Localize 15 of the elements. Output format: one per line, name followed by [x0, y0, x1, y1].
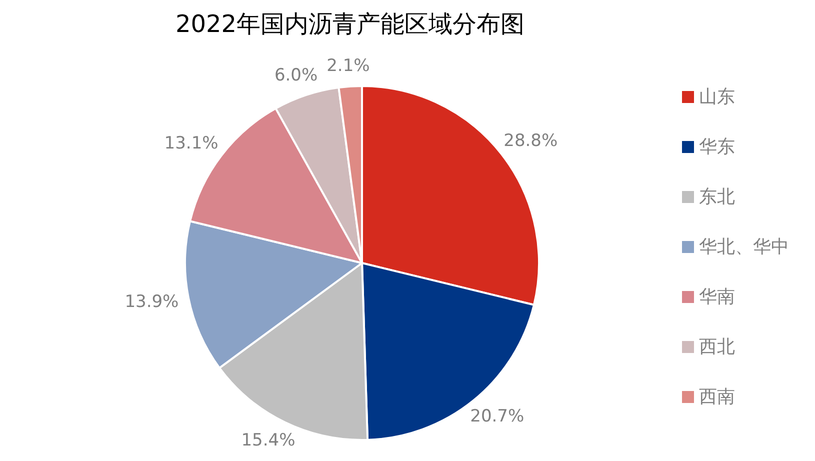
- data-label: 13.9%: [124, 292, 179, 312]
- data-label: 6.0%: [274, 66, 318, 86]
- legend-label: 山东: [699, 86, 735, 108]
- data-label: 13.1%: [164, 133, 218, 154]
- legend-label: 华东: [699, 136, 735, 158]
- legend-label: 华北、华中: [699, 236, 789, 258]
- legend-label: 东北: [699, 186, 735, 208]
- legend-label: 华南: [699, 286, 735, 308]
- data-label: 28.8%: [504, 130, 558, 151]
- data-label: 15.4%: [241, 430, 296, 451]
- legend-label: 西南: [699, 386, 735, 408]
- data-label: 20.7%: [470, 406, 524, 426]
- data-label: 2.1%: [326, 56, 370, 76]
- legend-label: 西北: [699, 336, 735, 358]
- chart-title: 2022年国内沥青产能区域分布图: [175, 10, 525, 38]
